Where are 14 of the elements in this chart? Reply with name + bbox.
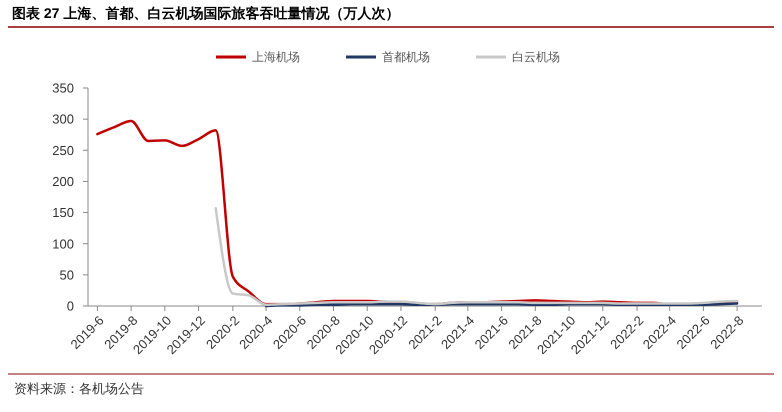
y-tick-label: 100 bbox=[52, 236, 74, 252]
y-tick-label: 50 bbox=[60, 267, 74, 282]
y-tick-label: 200 bbox=[52, 174, 74, 189]
chart-title: 图表 27 上海、首都、白云机场国际旅客吞吐量情况（万人次） bbox=[12, 5, 400, 21]
legend-label: 上海机场 bbox=[252, 50, 300, 64]
y-tick-label: 0 bbox=[66, 298, 74, 314]
legend-label: 白云机场 bbox=[512, 50, 560, 64]
y-tick-label: 150 bbox=[52, 205, 74, 220]
y-tick-label: 300 bbox=[52, 112, 74, 127]
y-tick-label: 350 bbox=[52, 80, 74, 96]
line-series bbox=[214, 206, 738, 306]
text: 资料来源：各机场公告 bbox=[14, 381, 144, 396]
legend-label: 首都机场 bbox=[382, 50, 430, 64]
y-tick-label: 250 bbox=[52, 142, 74, 158]
